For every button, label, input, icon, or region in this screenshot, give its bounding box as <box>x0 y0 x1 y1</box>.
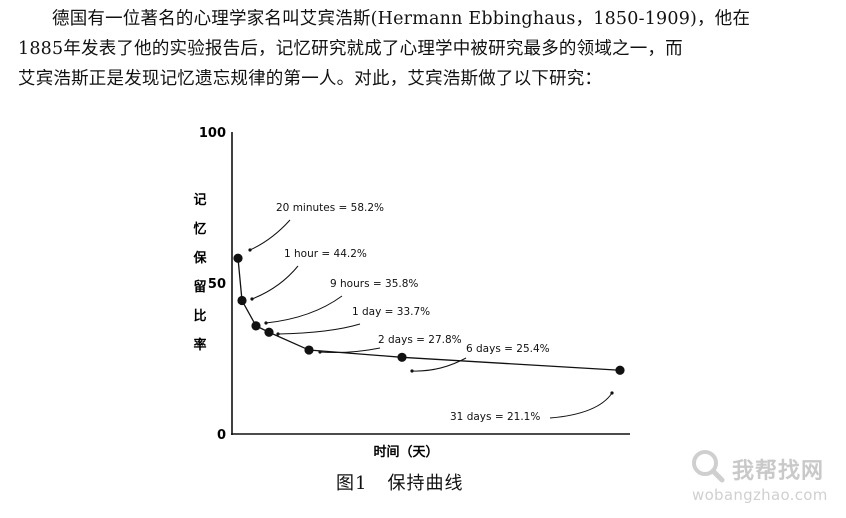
data-point <box>237 295 247 306</box>
y-axis-label-char: 留 <box>193 279 206 295</box>
data-point <box>264 327 274 337</box>
y-tick-labels: 100 50 0 <box>199 126 226 443</box>
figure-number: 图1 <box>336 473 368 494</box>
y-tick-label: 50 <box>208 277 226 292</box>
y-axis-label-char: 忆 <box>193 221 206 237</box>
annotation-arrowhead <box>250 297 254 301</box>
data-label: 20 minutes = 58.2% <box>276 202 384 214</box>
data-point <box>251 321 261 331</box>
data-label: 31 days = 21.1% <box>450 411 540 423</box>
annotation-arrow <box>549 392 613 419</box>
paragraph-line-1: 德国有一位著名的心理学家名叫艾宾浩斯(Hermann Ebbinghaus，18… <box>52 9 751 29</box>
annotation-arrow <box>319 347 381 353</box>
annotation-arrow <box>265 295 343 324</box>
annotation-arrow <box>249 219 291 251</box>
data-point <box>397 352 407 362</box>
annotation-arrowhead <box>276 332 280 336</box>
y-axis-label-char: 保 <box>192 250 207 266</box>
annotation-arrow <box>251 265 299 300</box>
intro-paragraph: 德国有一位著名的心理学家名叫艾宾浩斯(Hermann Ebbinghaus，18… <box>18 4 830 94</box>
figure-caption: 图1 保持曲线 <box>336 469 463 495</box>
annotation-arrows <box>248 219 614 419</box>
y-axis-label-char: 记 <box>193 193 206 208</box>
annotation-arrow <box>411 357 467 372</box>
data-label: 6 days = 25.4% <box>466 343 550 355</box>
annotation-arrowhead <box>318 350 322 354</box>
data-point <box>233 253 243 263</box>
figure-title: 保持曲线 <box>387 473 464 494</box>
data-points <box>233 253 625 375</box>
paragraph-line-3: 艾宾浩斯正是发现记忆遗忘规律的第一人。对此，艾宾浩斯做了以下研究： <box>18 69 603 89</box>
data-point <box>304 345 314 355</box>
data-label: 2 days = 27.8% <box>378 334 462 346</box>
annotation-arrowhead <box>248 248 252 252</box>
data-point <box>615 365 625 375</box>
data-label: 1 hour = 44.2% <box>284 248 367 260</box>
paragraph-line-2: 1885年发表了他的实验报告后，记忆研究就成了心理学中被研究最多的领域之一，而 <box>18 39 683 59</box>
annotation-arrowhead <box>610 391 614 395</box>
magnifier-logo-icon <box>692 450 725 483</box>
data-label: 9 hours = 35.8% <box>330 278 418 290</box>
y-axis-label-char: 率 <box>193 337 206 353</box>
site-watermark: 我帮找网 wobangzhao.com <box>686 448 846 514</box>
y-axis-label-char: 比 <box>193 308 206 324</box>
chart-axes <box>231 132 630 435</box>
y-tick-label: 0 <box>217 428 226 443</box>
annotation-arrowhead <box>264 321 268 325</box>
annotation-arrow <box>277 323 361 335</box>
watermark-title: 我帮找网 <box>732 459 825 484</box>
watermark-url: wobangzhao.com <box>692 486 828 504</box>
y-tick-label: 100 <box>199 126 226 141</box>
x-axis-label: 时间（天） <box>373 444 438 458</box>
data-labels: 20 minutes = 58.2% 1 hour = 44.2% 9 hours … <box>276 202 550 423</box>
data-label: 1 day = 33.7% <box>352 306 430 318</box>
annotation-arrowhead <box>410 369 414 373</box>
